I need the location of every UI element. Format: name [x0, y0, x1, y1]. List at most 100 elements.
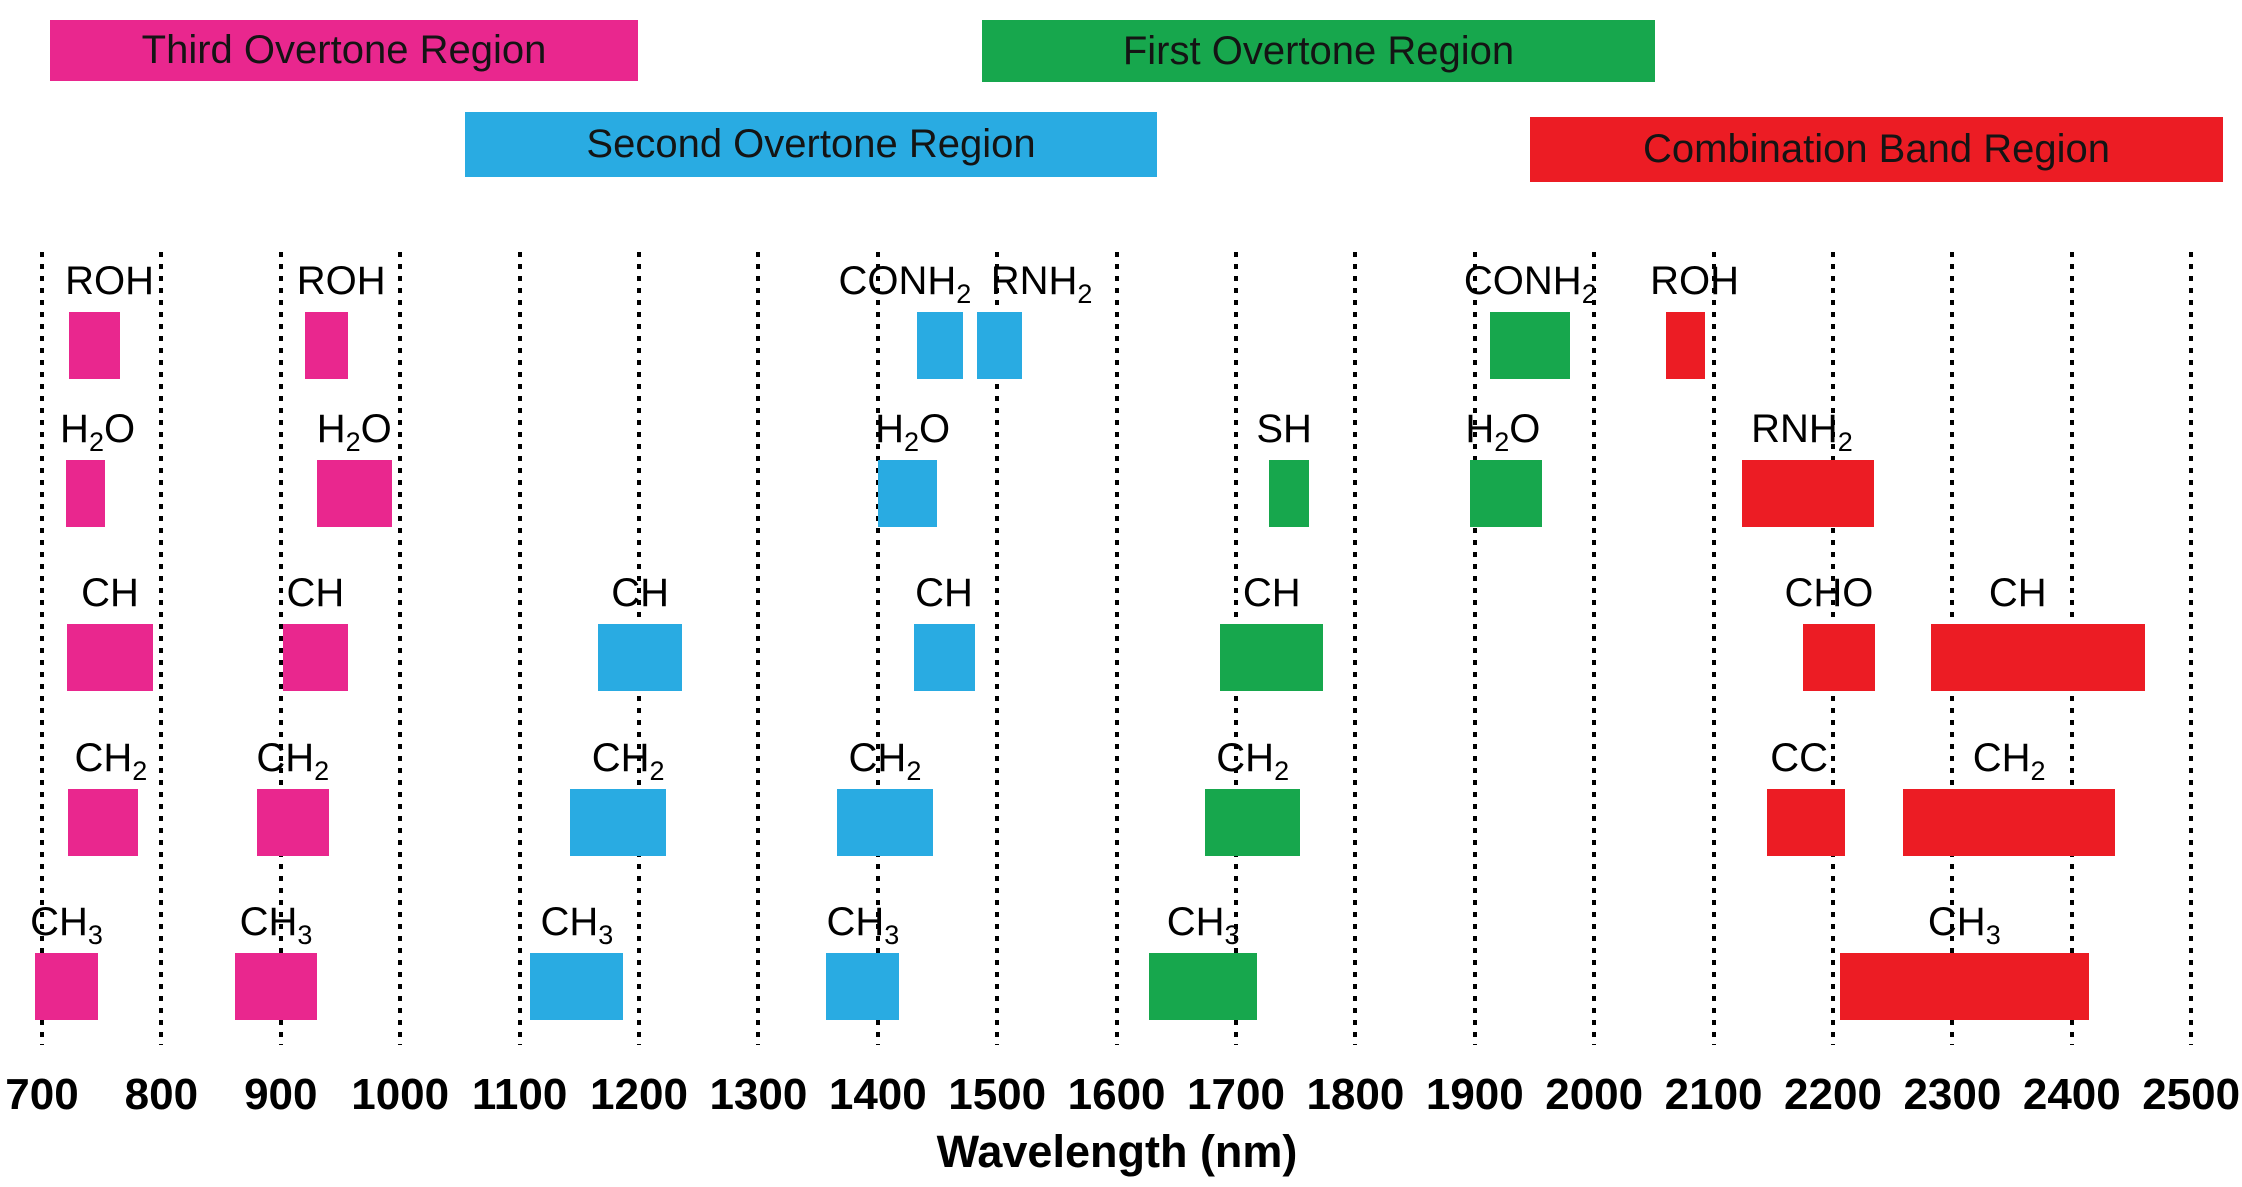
gridline-700	[40, 252, 44, 1045]
gridline-1800	[1353, 252, 1358, 1045]
tick-label-1200: 1200	[590, 1070, 688, 1119]
legend-label: Second Overtone Region	[586, 122, 1036, 166]
band-label-rnh2-combination-band: RNH2	[1751, 407, 1853, 457]
band-label-cho-combination-band: CHO	[1784, 571, 1874, 615]
band-ch-third-overtone	[283, 624, 348, 691]
band-ch2-third-overtone	[68, 789, 138, 856]
gridline-800	[159, 252, 164, 1045]
x-axis-label: Wavelength (nm)	[936, 1126, 1298, 1177]
legend-combination-band: Combination Band Region	[1530, 117, 2223, 182]
band-ch-second-overtone	[598, 624, 682, 691]
tick-label-700: 700	[5, 1070, 79, 1119]
band-ch3-second-overtone	[530, 953, 624, 1020]
tick-label-1600: 1600	[1067, 1070, 1166, 1119]
band-ch3-second-overtone	[826, 953, 900, 1020]
band-label-cc-combination-band: CC	[1770, 736, 1829, 780]
tick-label-1900: 1900	[1425, 1070, 1524, 1119]
tick-label-2500: 2500	[2142, 1070, 2241, 1119]
band-label-conh2-first-overtone: CONH2	[1463, 259, 1597, 309]
band-label-ch-third-overtone: CH	[81, 571, 139, 615]
band-label-ch-first-overtone: CH	[1242, 571, 1301, 615]
band-ch2-second-overtone	[837, 789, 933, 856]
tick-label-1800: 1800	[1306, 1070, 1405, 1119]
band-ch2-combination-band	[1903, 789, 2115, 856]
gridline-2100	[1711, 252, 1716, 1045]
legend-third-overtone: Third Overtone Region	[50, 20, 638, 81]
legend-second-overtone: Second Overtone Region	[465, 112, 1157, 177]
band-ch-second-overtone	[913, 624, 975, 691]
band-label-rnh2-second-overtone: RNH2	[990, 259, 1093, 309]
band-label-h2o-third-overtone: H2O	[60, 407, 136, 457]
band-ch-combination-band	[1930, 624, 2145, 691]
gridline-900	[278, 252, 283, 1045]
band-h2o-second-overtone	[877, 460, 938, 527]
band-roh-third-overtone	[304, 312, 348, 379]
tick-label-800: 800	[124, 1070, 199, 1119]
legend-label: Combination Band Region	[1643, 127, 2110, 171]
band-label-ch-third-overtone: CH	[286, 571, 345, 615]
band-ch2-third-overtone	[256, 789, 329, 856]
tick-label-2400: 2400	[2022, 1070, 2121, 1119]
tick-label-1700: 1700	[1187, 1070, 1285, 1119]
band-rnh2-second-overtone	[976, 312, 1023, 379]
band-h2o-third-overtone	[316, 460, 392, 527]
band-ch-first-overtone	[1220, 624, 1324, 691]
band-label-h2o-third-overtone: H2O	[316, 407, 392, 457]
band-cho-combination-band	[1803, 624, 1875, 691]
band-label-ch2-third-overtone: CH2	[256, 736, 330, 786]
band-label-ch-second-overtone: CH	[915, 571, 973, 615]
gridline-1300	[756, 252, 761, 1045]
band-ch3-third-overtone	[34, 953, 99, 1020]
band-label-sh-first-overtone: SH	[1256, 407, 1312, 451]
band-label-ch3-second-overtone: CH3	[540, 900, 614, 950]
band-conh2-first-overtone	[1490, 312, 1571, 379]
band-label-ch2-third-overtone: CH2	[74, 736, 148, 786]
tick-label-900: 900	[244, 1070, 318, 1119]
band-ch3-first-overtone	[1148, 953, 1258, 1020]
band-label-ch2-second-overtone: CH2	[591, 736, 665, 786]
band-label-ch3-combination-band: CH3	[1927, 900, 2001, 950]
gridline-1500	[995, 252, 1000, 1045]
band-cc-combination-band	[1767, 789, 1845, 856]
tick-label-2200: 2200	[1784, 1070, 1882, 1119]
band-rnh2-combination-band	[1742, 460, 1874, 527]
gridline-2000	[1592, 252, 1597, 1045]
band-label-ch3-first-overtone: CH3	[1166, 900, 1240, 950]
tick-label-1100: 1100	[471, 1070, 568, 1119]
band-label-ch2-first-overtone: CH2	[1216, 736, 1290, 786]
tick-label-1500: 1500	[948, 1070, 1047, 1119]
band-sh-first-overtone	[1269, 460, 1309, 527]
band-h2o-first-overtone	[1470, 460, 1542, 527]
band-ch3-third-overtone	[235, 953, 317, 1020]
band-ch2-first-overtone	[1204, 789, 1301, 856]
gridline-1000	[398, 252, 403, 1045]
gridline-1900	[1472, 252, 1477, 1045]
legend-label: First Overtone Region	[1122, 28, 1515, 73]
band-h2o-third-overtone	[65, 460, 106, 527]
legend-first-overtone: First Overtone Region	[982, 20, 1655, 82]
tick-label-1000: 1000	[351, 1070, 450, 1119]
band-label-h2o-second-overtone: H2O	[875, 407, 951, 457]
band-label-roh-combination-band: ROH	[1650, 259, 1739, 303]
band-label-ch-combination-band: CH	[1988, 571, 2047, 615]
band-label-ch3-second-overtone: CH3	[826, 900, 900, 950]
band-label-ch3-third-overtone: CH3	[30, 900, 103, 950]
band-ch-third-overtone	[67, 624, 154, 691]
tick-label-2000: 2000	[1545, 1070, 1644, 1119]
band-label-ch-second-overtone: CH	[611, 571, 670, 615]
band-label-conh2-second-overtone: CONH2	[838, 259, 972, 309]
gridline-1100	[517, 252, 522, 1045]
gridline-2500	[2189, 252, 2194, 1045]
band-label-h2o-first-overtone: H2O	[1465, 407, 1541, 457]
band-label-ch3-third-overtone: CH3	[239, 900, 313, 950]
band-label-ch2-second-overtone: CH2	[848, 736, 922, 786]
tick-label-2100: 2100	[1664, 1070, 1763, 1119]
gridline-1400	[875, 252, 880, 1045]
band-conh2-second-overtone	[917, 312, 963, 379]
band-ch2-second-overtone	[569, 789, 667, 856]
tick-label-1300: 1300	[709, 1070, 808, 1119]
tick-label-2300: 2300	[1903, 1070, 2002, 1119]
band-label-roh-third-overtone: ROH	[296, 259, 386, 303]
band-label-ch2-combination-band: CH2	[1972, 736, 2046, 786]
